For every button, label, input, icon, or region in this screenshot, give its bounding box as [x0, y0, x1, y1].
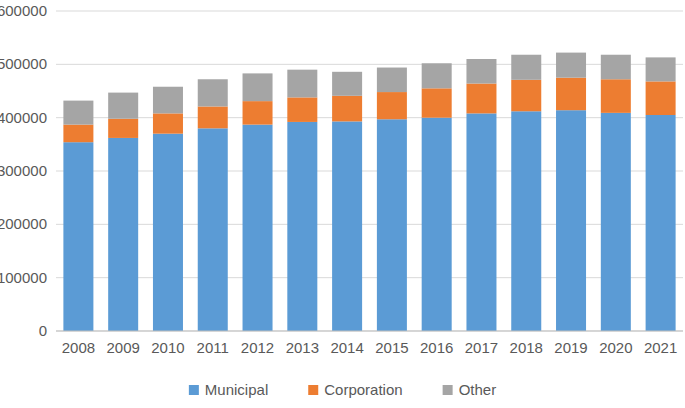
x-tick-label: 2019	[554, 339, 587, 356]
x-tick-label: 2015	[375, 339, 408, 356]
bar-segment	[377, 92, 407, 119]
grid	[56, 11, 683, 331]
x-tick-label: 2020	[599, 339, 632, 356]
legend-label: Corporation	[324, 381, 402, 398]
bar-segment	[287, 122, 317, 331]
bar-segment	[377, 68, 407, 93]
x-tick-label: 2010	[151, 339, 184, 356]
y-tick-label: 500000	[0, 55, 47, 72]
bar-segment	[198, 128, 228, 331]
y-tick-label: 0	[39, 322, 47, 339]
bar-segment	[556, 53, 586, 78]
bar-segment	[108, 119, 138, 138]
legend-label: Municipal	[205, 381, 268, 398]
bar-segment	[601, 55, 631, 80]
bar-segment	[243, 125, 273, 331]
bar-segment	[198, 79, 228, 106]
bar-segment	[153, 134, 183, 331]
bar-segment	[198, 106, 228, 128]
legend-swatch	[189, 385, 199, 395]
bar-segment	[287, 70, 317, 98]
bar-segment	[63, 142, 93, 331]
bar-segment	[153, 87, 183, 114]
legend: Municipal Corporation Other	[189, 381, 496, 398]
x-tick-label: 2013	[286, 339, 319, 356]
bar-segment	[466, 59, 496, 84]
bar-segment	[422, 88, 452, 117]
bar-segment	[466, 113, 496, 331]
bar-segment	[511, 80, 541, 111]
x-axis-line	[56, 331, 683, 332]
bar-segment	[511, 55, 541, 80]
bar-segment	[63, 125, 93, 143]
bar-segment	[332, 96, 362, 122]
x-tick-label: 2018	[510, 339, 543, 356]
legend-label: Other	[459, 381, 497, 398]
grid-line	[56, 117, 683, 118]
grid-line	[56, 64, 683, 65]
bar-segment	[332, 72, 362, 96]
legend-swatch	[308, 385, 318, 395]
y-tick-label: 600000	[0, 2, 47, 19]
grid-line	[56, 331, 683, 332]
bar-segment	[287, 97, 317, 122]
legend-item: Municipal	[189, 381, 268, 398]
bar-segment	[511, 111, 541, 331]
x-tick-label: 2011	[197, 339, 229, 356]
bar-segment	[556, 78, 586, 111]
bar-segment	[646, 115, 676, 331]
bar-segment	[601, 113, 631, 331]
bar-segment	[466, 84, 496, 114]
x-tick-label: 2016	[420, 339, 453, 356]
x-tick-label: 2021	[644, 339, 677, 356]
bar-segment	[108, 138, 138, 331]
x-tick-label: 2008	[62, 339, 95, 356]
bar-segment	[422, 63, 452, 88]
y-tick-label: 200000	[0, 215, 47, 232]
grid-line	[56, 224, 683, 225]
bar-segment	[646, 57, 676, 81]
legend-item: Other	[443, 381, 497, 398]
x-tick-label: 2014	[330, 339, 363, 356]
legend-swatch	[443, 385, 453, 395]
bar-segment	[556, 110, 586, 331]
bar-segment	[108, 93, 138, 119]
x-tick-label: 2009	[106, 339, 139, 356]
grid-line	[56, 171, 683, 172]
y-tick-label: 100000	[0, 269, 47, 286]
bar-segment	[646, 81, 676, 115]
bar-segment	[377, 119, 407, 331]
bar-segment	[422, 118, 452, 331]
bar-segment	[601, 79, 631, 113]
x-tick-label: 2017	[465, 339, 498, 356]
legend-item: Corporation	[308, 381, 402, 398]
grid-line	[56, 277, 683, 278]
bar-segment	[153, 113, 183, 133]
chart-svg: 0 100000 200000 300000 400000 500000 600000 200…	[0, 0, 685, 408]
bar-segment	[332, 121, 362, 331]
bar-segment	[243, 73, 273, 101]
x-tick-label: 2012	[241, 339, 274, 356]
y-tick-label: 400000	[0, 109, 47, 126]
y-tick-label: 300000	[0, 162, 47, 179]
chart-container: 0 100000 200000 300000 400000 500000 600000 200…	[0, 0, 685, 408]
bars	[63, 53, 675, 331]
bar-segment	[243, 101, 273, 124]
grid-line	[56, 11, 683, 12]
bar-segment	[63, 101, 93, 125]
